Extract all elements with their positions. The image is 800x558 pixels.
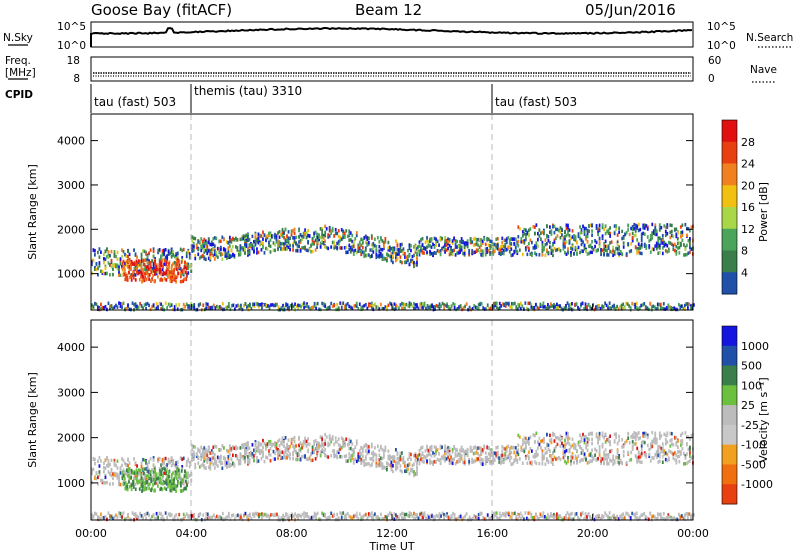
- time-tick-label: 20:00: [577, 527, 609, 540]
- time-tick-label: 08:00: [276, 527, 308, 540]
- noise-panel: N.Sky 10^5 10^0 10^5 10^0 N.Search: [3, 21, 793, 52]
- noise-left-tick-top: 10^5: [57, 21, 86, 33]
- velocity-colorbar-tick: 500: [741, 360, 762, 373]
- time-tick-label: 00:00: [75, 527, 107, 540]
- power-colorbar-tick: 16: [741, 201, 755, 214]
- power-colorbar-tick: 4: [741, 266, 748, 279]
- power-colorbar-tick: 8: [741, 245, 748, 258]
- power-ytick-label: 3000: [57, 179, 85, 192]
- velocity-colorbar-swatch: [722, 484, 737, 504]
- velocity-scatter-cells: [91, 431, 695, 522]
- time-tick-label: 04:00: [175, 527, 207, 540]
- power-scatter-cells: [91, 223, 695, 312]
- power-colorbar-label: Power [dB]: [757, 182, 770, 242]
- cpid-segment-2: themis (tau) 3310: [194, 84, 302, 98]
- velocity-colorbar-swatch: [722, 464, 737, 484]
- cpid-segment-1: tau (fast) 503: [94, 95, 176, 109]
- power-colorbar-swatch: [722, 272, 737, 294]
- velocity-colorbar-swatch: [722, 346, 737, 366]
- freq-label-line1: Freq.: [5, 55, 31, 67]
- velocity-colorbar-swatch: [722, 445, 737, 465]
- power-colorbar-swatch: [722, 251, 737, 273]
- time-axis-label: Time UT: [368, 540, 414, 553]
- date-label: 05/Jun/2016: [585, 1, 676, 19]
- beam-label: Beam 12: [355, 1, 422, 19]
- noise-left-tick-bottom: 10^0: [57, 40, 86, 52]
- cpid-label: CPID: [5, 89, 33, 101]
- velocity-ytick-label: 4000: [57, 341, 85, 354]
- time-tick-label: 12:00: [376, 527, 408, 540]
- power-y-axis-label: Slant Range [km]: [26, 164, 39, 260]
- velocity-colorbar-swatch: [722, 326, 737, 346]
- power-colorbar-tick: 12: [741, 223, 755, 236]
- power-panel: 1000 2000 3000 4000 Slant Range [km] 28 24 20…: [26, 114, 770, 312]
- power-colorbar-swatch: [722, 120, 737, 142]
- power-colorbar-tick: 28: [741, 136, 755, 149]
- power-colorbar-swatch: [722, 164, 737, 186]
- noise-sky-trace: [92, 28, 692, 34]
- velocity-colorbar-swatch: [722, 425, 737, 445]
- power-ytick-label: 2000: [57, 223, 85, 236]
- velocity-panel: 1000 2000 3000 4000 Slant Range [km] 1000 50…: [26, 320, 773, 521]
- nave-label: Nave: [750, 64, 777, 76]
- velocity-colorbar-swatch: [722, 366, 737, 386]
- power-colorbar-swatch: [722, 142, 737, 164]
- power-ytick-label: 4000: [57, 135, 85, 148]
- nave-right-tick-bottom: 0: [708, 73, 715, 85]
- station-title: Goose Bay (fitACF): [91, 1, 232, 19]
- power-y-ticks: 1000 2000 3000 4000: [57, 135, 693, 281]
- velocity-y-axis-label: Slant Range [km]: [26, 372, 39, 468]
- cpid-bar: CPID tau (fast) 503 themis (tau) 3310 ta…: [5, 84, 577, 113]
- velocity-ytick-label: 3000: [57, 386, 85, 399]
- noise-search-label: N.Search: [746, 32, 793, 44]
- power-colorbar: 28 24 20 16 12 8 4: [722, 120, 755, 295]
- freq-left-tick-bottom: 8: [73, 73, 80, 85]
- power-colorbar-tick: 24: [741, 158, 755, 171]
- power-colorbar-swatch: [722, 185, 737, 207]
- velocity-colorbar-tick: 25: [741, 399, 755, 412]
- velocity-colorbar-label: Velocity [m s⁻¹]: [757, 377, 770, 462]
- velocity-ytick-label: 1000: [57, 477, 85, 490]
- velocity-colorbar-tick: 1000: [741, 340, 769, 353]
- time-tick-label: 16:00: [476, 527, 508, 540]
- time-tick-label: 00:00: [677, 527, 709, 540]
- freq-left-tick-top: 18: [67, 55, 80, 67]
- noise-right-tick-bottom: 10^0: [707, 40, 736, 52]
- radar-summary-figure: Goose Bay (fitACF) Beam 12 05/Jun/2016 N…: [0, 0, 800, 554]
- velocity-y-ticks: 1000 2000 3000 4000: [57, 341, 693, 490]
- freq-label-line2: [MHz]: [5, 67, 36, 79]
- noise-sky-label: N.Sky: [3, 32, 33, 44]
- frequency-panel: Freq. [MHz] 18 8 60 0 Nave: [5, 55, 777, 85]
- velocity-colorbar-tick: -1000: [741, 478, 773, 491]
- power-colorbar-tick: 20: [741, 179, 755, 192]
- time-axis-ticks: 00:00 04:00 08:00 12:00 16:00 20:00 00:00: [75, 304, 709, 540]
- velocity-colorbar-swatch: [722, 385, 737, 405]
- cpid-segment-3: tau (fast) 503: [495, 95, 577, 109]
- velocity-ytick-label: 2000: [57, 432, 85, 445]
- power-colorbar-swatch: [722, 229, 737, 251]
- velocity-colorbar-swatch: [722, 405, 737, 425]
- power-colorbar-swatch: [722, 207, 737, 229]
- nave-right-tick-top: 60: [708, 55, 721, 67]
- power-ytick-label: 1000: [57, 268, 85, 281]
- noise-right-tick-top: 10^5: [707, 21, 736, 33]
